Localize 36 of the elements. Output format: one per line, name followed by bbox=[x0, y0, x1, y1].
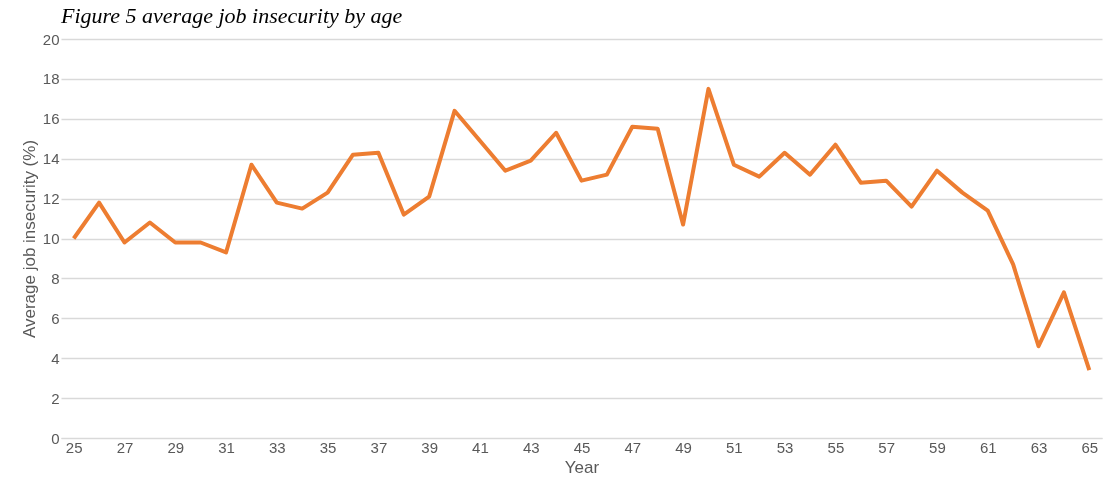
y-tick-label: 2 bbox=[51, 389, 60, 407]
y-axis-title: Average job insecurity (%) bbox=[19, 139, 39, 339]
x-tick-label: 57 bbox=[878, 438, 896, 456]
y-tick-label: 20 bbox=[42, 30, 60, 48]
y-tick-label: 8 bbox=[51, 269, 60, 287]
x-tick-label: 31 bbox=[218, 438, 235, 456]
y-tick-label: 10 bbox=[42, 230, 60, 247]
y-tick-label: 0 bbox=[51, 429, 60, 447]
y-tick-label: 16 bbox=[42, 110, 60, 128]
x-tick-label: 47 bbox=[624, 438, 642, 456]
x-tick-label: 45 bbox=[573, 438, 591, 456]
x-tick-label: 61 bbox=[979, 438, 997, 456]
x-tick-label: 41 bbox=[472, 438, 489, 456]
x-tick-label: 39 bbox=[421, 438, 438, 456]
x-tick-label: 49 bbox=[675, 438, 692, 456]
x-tick-label: 35 bbox=[319, 438, 337, 456]
x-axis-title: Year bbox=[564, 457, 600, 477]
x-tick-label: 27 bbox=[116, 438, 134, 456]
chart-title: Figure 5 average job insecurity by age bbox=[60, 3, 403, 28]
y-tick-label: 4 bbox=[51, 349, 60, 367]
y-tick-label: 18 bbox=[42, 70, 60, 88]
x-tick-label: 59 bbox=[929, 438, 946, 456]
y-tick-label: 12 bbox=[42, 190, 60, 208]
x-tick-label: 51 bbox=[726, 438, 743, 456]
x-tick-label: 43 bbox=[522, 438, 540, 456]
x-tick-label: 55 bbox=[827, 438, 845, 456]
x-tick-label: 25 bbox=[65, 438, 83, 456]
x-tick-label: 65 bbox=[1081, 438, 1099, 456]
y-tick-label: 6 bbox=[51, 309, 60, 327]
x-tick-label: 63 bbox=[1030, 438, 1048, 456]
x-tick-label: 33 bbox=[268, 438, 286, 456]
y-tick-label: 14 bbox=[42, 150, 60, 168]
x-tick-label: 37 bbox=[370, 438, 388, 456]
x-tick-label: 29 bbox=[167, 438, 185, 456]
line-series bbox=[71, 86, 1092, 373]
x-tick-label: 53 bbox=[776, 438, 794, 456]
